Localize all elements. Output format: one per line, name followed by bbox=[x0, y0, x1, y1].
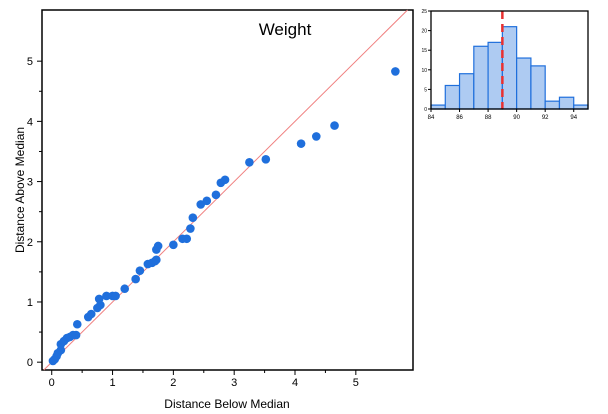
data-point bbox=[72, 319, 82, 329]
inset-y-tick-label: 25 bbox=[421, 9, 427, 15]
data-point bbox=[261, 154, 271, 164]
inset-x-tick-label: 88 bbox=[485, 115, 492, 121]
data-point bbox=[220, 175, 230, 185]
data-point bbox=[153, 241, 163, 251]
inset-x-tick-label: 92 bbox=[542, 115, 549, 121]
inset-y-tick-label: 5 bbox=[424, 87, 427, 93]
data-point bbox=[152, 255, 161, 265]
data-point bbox=[182, 234, 192, 244]
x-tick-label: 4 bbox=[292, 377, 298, 389]
data-point bbox=[94, 294, 104, 304]
inset-frame-top bbox=[430, 10, 589, 110]
histogram-bar bbox=[444, 84, 461, 110]
x-tick-label: 0 bbox=[49, 377, 55, 389]
inset-y-tick-label: 15 bbox=[421, 48, 427, 54]
data-point bbox=[56, 345, 66, 355]
y-tick-label: 3 bbox=[27, 177, 33, 189]
data-point bbox=[169, 240, 178, 250]
data-point bbox=[111, 291, 120, 301]
data-point bbox=[245, 158, 254, 167]
data-point bbox=[311, 132, 321, 141]
histogram-inset: 84 86 88 90 92 94 0 5 10 15 20 25 bbox=[421, 9, 589, 121]
histogram-bar bbox=[501, 26, 518, 110]
histogram-bar bbox=[473, 45, 489, 110]
x-axis-label: Distance Below Median bbox=[164, 397, 289, 411]
reference-line bbox=[43, 9, 408, 371]
data-point bbox=[296, 139, 306, 148]
data-point bbox=[330, 121, 339, 130]
inset-x-tick-label: 94 bbox=[570, 115, 577, 121]
inset-x-tick-label: 84 bbox=[428, 115, 435, 121]
chart-title: Weight bbox=[259, 20, 312, 39]
data-point bbox=[86, 309, 96, 319]
data-point bbox=[186, 224, 195, 233]
inset-y-tick-label: 20 bbox=[421, 29, 427, 35]
data-point bbox=[135, 266, 145, 275]
inset-y-tick-label: 10 bbox=[421, 68, 427, 74]
inset-x-tick-label: 90 bbox=[513, 115, 520, 121]
qq-plot: Weight Distance Below Median Distance Ab… bbox=[13, 9, 414, 411]
data-point bbox=[71, 330, 81, 340]
histogram-bar bbox=[458, 73, 475, 110]
plot-frame bbox=[41, 9, 414, 371]
x-tick-label: 3 bbox=[231, 377, 237, 389]
data-point bbox=[391, 67, 400, 76]
x-tick-label: 1 bbox=[109, 377, 115, 389]
data-point bbox=[102, 291, 111, 301]
y-tick-label: 0 bbox=[27, 357, 33, 369]
y-tick-label: 2 bbox=[27, 237, 33, 249]
data-point bbox=[202, 196, 212, 206]
data-point bbox=[120, 284, 130, 294]
inset-x-tick-label: 86 bbox=[456, 115, 463, 121]
histogram-bar bbox=[487, 41, 503, 110]
y-axis-label: Distance Above Median bbox=[13, 127, 27, 253]
y-tick-label: 5 bbox=[27, 56, 33, 68]
x-tick-label: 5 bbox=[353, 377, 359, 389]
histogram-bar bbox=[558, 96, 575, 110]
y-tick-label: 1 bbox=[27, 297, 33, 309]
inset-y-tick-label: 0 bbox=[424, 107, 427, 113]
histogram-bar bbox=[544, 100, 561, 110]
x-tick-label: 2 bbox=[170, 377, 176, 389]
data-point bbox=[131, 274, 140, 284]
data-point bbox=[211, 190, 221, 200]
histogram-bar bbox=[530, 65, 546, 110]
y-tick-label: 4 bbox=[27, 116, 33, 128]
data-point bbox=[188, 213, 198, 222]
histogram-bar bbox=[516, 57, 532, 110]
